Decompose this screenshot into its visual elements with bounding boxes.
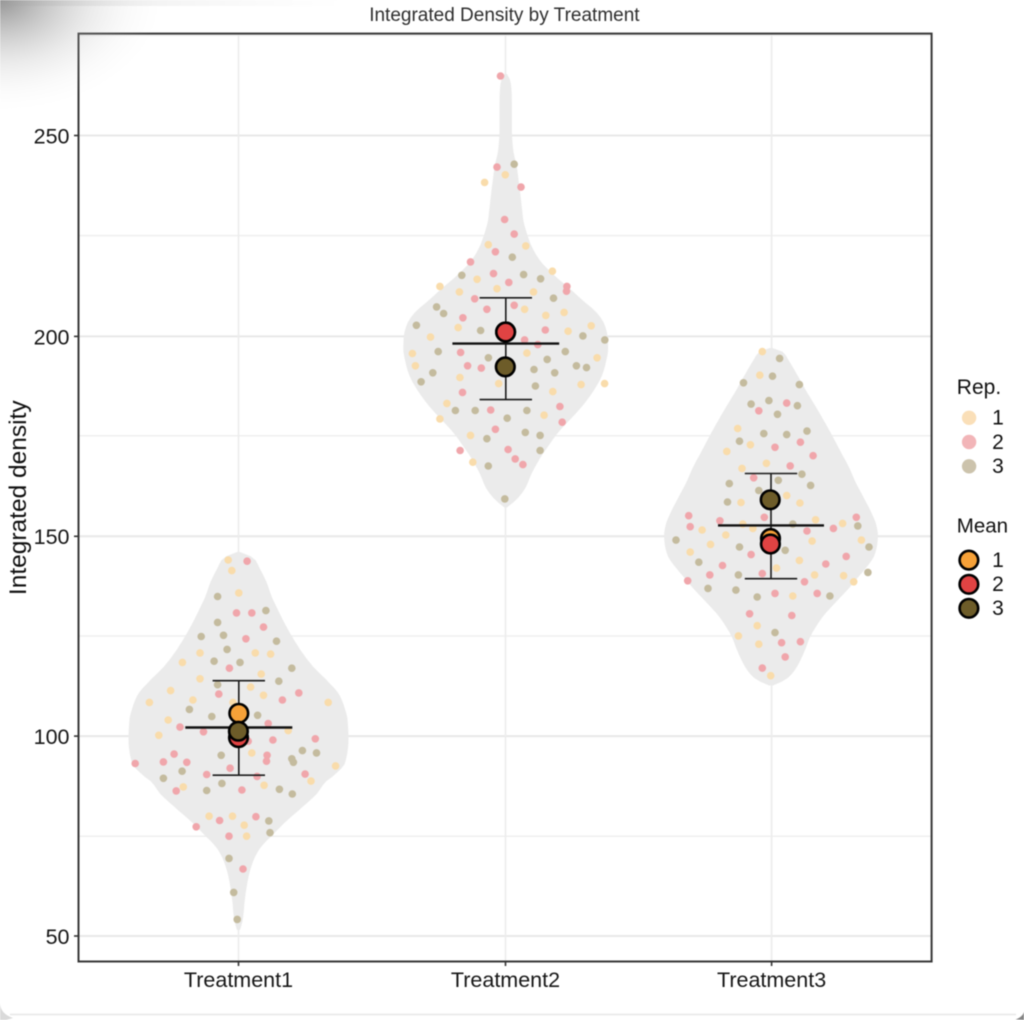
- svg-text:200: 200: [34, 325, 70, 349]
- svg-text:Treatment1: Treatment1: [184, 968, 293, 992]
- svg-text:Treatment2: Treatment2: [451, 968, 560, 992]
- svg-text:1: 1: [992, 407, 1004, 430]
- svg-text:1: 1: [992, 549, 1004, 572]
- svg-text:3: 3: [992, 455, 1004, 478]
- svg-text:Rep.: Rep.: [957, 376, 1001, 399]
- svg-text:250: 250: [34, 124, 70, 148]
- svg-text:Treatment3: Treatment3: [717, 968, 826, 992]
- svg-text:Integrated Density by Treatmen: Integrated Density by Treatment: [369, 5, 640, 26]
- svg-text:100: 100: [34, 725, 70, 749]
- svg-text:Integrated density: Integrated density: [5, 400, 32, 596]
- svg-text:2: 2: [992, 573, 1004, 596]
- svg-text:Mean: Mean: [957, 515, 1008, 538]
- svg-text:150: 150: [34, 525, 70, 549]
- svg-text:2: 2: [992, 431, 1004, 454]
- svg-text:50: 50: [46, 925, 70, 949]
- svg-text:3: 3: [992, 597, 1004, 620]
